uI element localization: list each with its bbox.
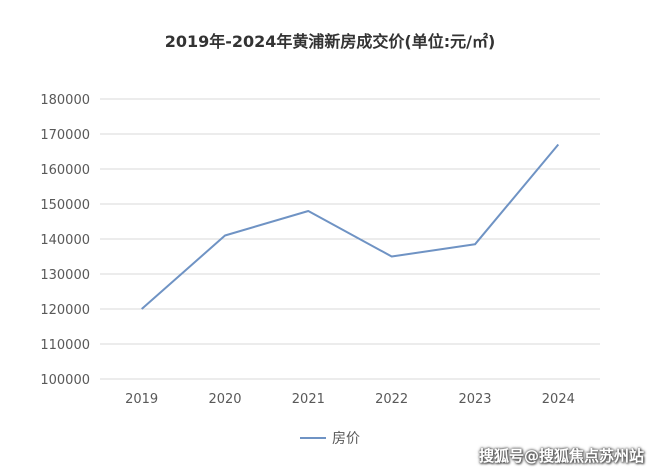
- legend: 房价: [0, 428, 660, 448]
- x-tick-label: 2022: [375, 392, 408, 407]
- watermark: 搜狐号@搜狐焦点苏州站: [478, 447, 644, 465]
- x-tick-label: 2023: [458, 392, 491, 407]
- x-axis-tick-labels: 2019 2020 2021 2022 2023 2024: [125, 392, 575, 407]
- legend-label: 房价: [332, 431, 360, 447]
- y-tick-label: 140000: [40, 233, 90, 248]
- y-tick-label: 150000: [40, 198, 90, 213]
- x-tick-label: 2020: [208, 392, 241, 407]
- x-tick-label: 2024: [542, 392, 575, 407]
- x-tick-label: 2019: [125, 392, 158, 407]
- series-line: [141, 143, 560, 310]
- y-tick-label: 130000: [40, 268, 90, 283]
- y-tick-label: 170000: [40, 128, 90, 143]
- y-tick-label: 110000: [40, 338, 90, 353]
- y-tick-label: 160000: [40, 163, 90, 178]
- y-tick-label: 100000: [40, 373, 90, 388]
- y-axis-tick-labels: 100000 110000 120000 130000 140000 150000 1600…: [40, 93, 90, 388]
- y-tick-label: 180000: [40, 93, 90, 108]
- legend-swatch: [300, 437, 326, 439]
- series-lines: [141, 143, 560, 310]
- x-tick-label: 2021: [292, 392, 325, 407]
- gridlines: [100, 98, 600, 380]
- chart-title: 2019年-2024年黄浦新房成交价(单位:元/㎡): [164, 32, 496, 51]
- y-tick-label: 120000: [40, 303, 90, 318]
